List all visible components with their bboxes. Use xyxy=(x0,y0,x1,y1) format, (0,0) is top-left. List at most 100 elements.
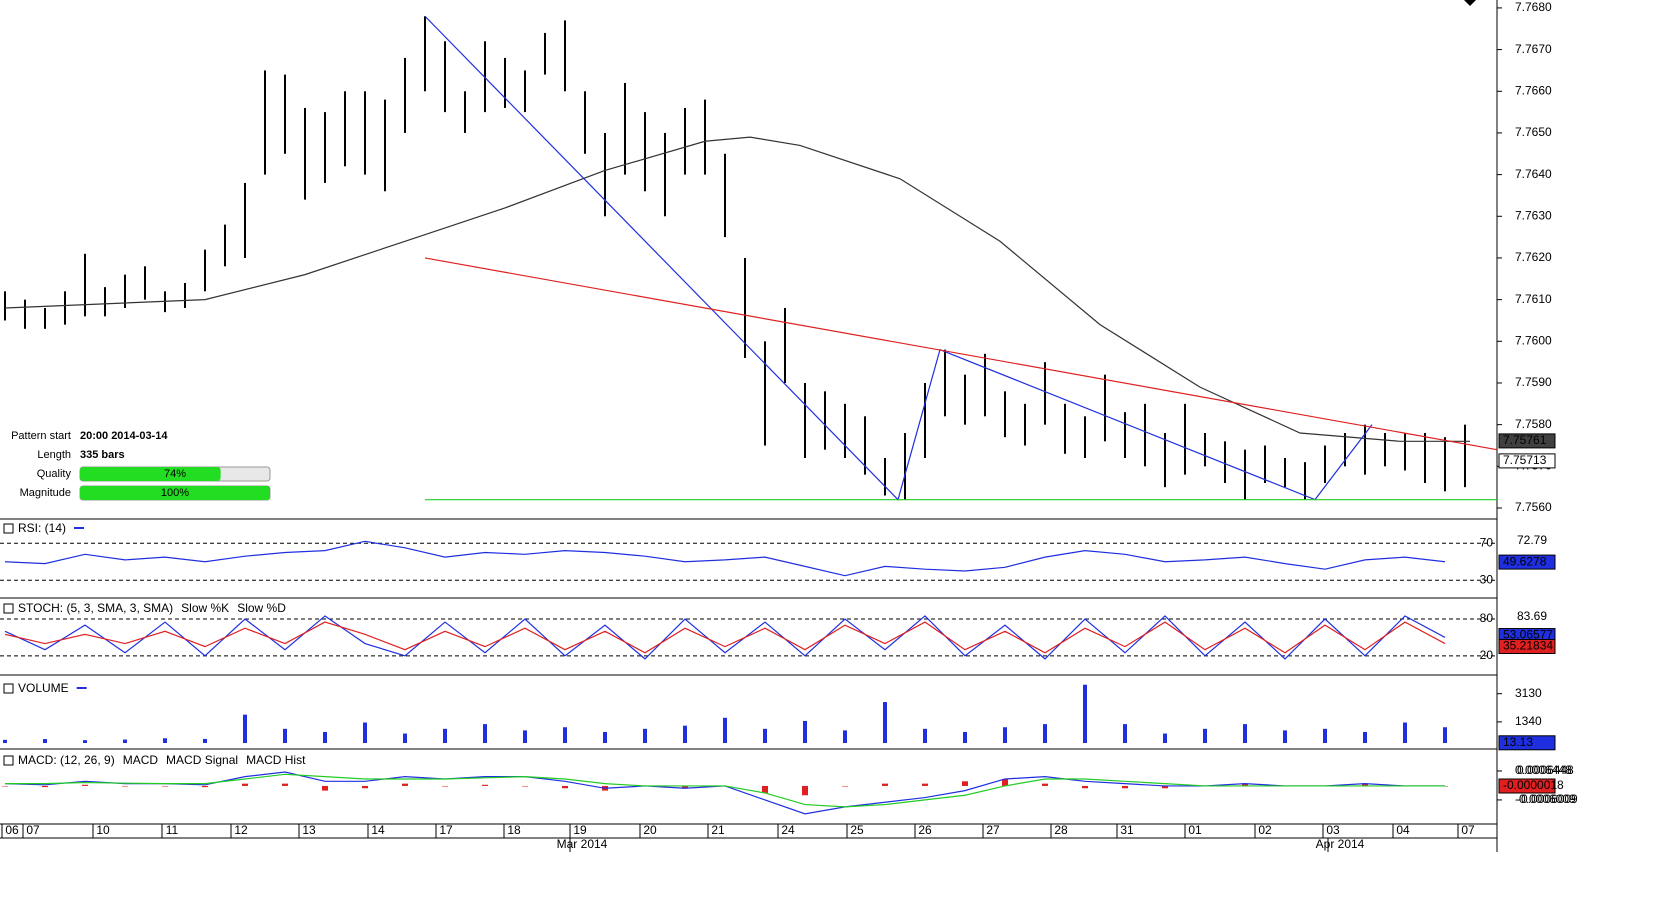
macd-hist xyxy=(162,785,168,787)
macd-hist xyxy=(322,785,328,791)
value-label: 53.06577 xyxy=(1503,628,1553,642)
macd-hist xyxy=(1002,778,1008,786)
macd-hist xyxy=(1362,783,1368,786)
y-tick-label: 7.7670 xyxy=(1515,42,1552,56)
y-tick-label: 0.0006448 xyxy=(1515,763,1572,777)
macd-hist xyxy=(522,785,528,787)
x-tick-label: 14 xyxy=(371,823,385,837)
volume-bar xyxy=(1163,733,1167,743)
x-tick-label: 27 xyxy=(986,823,1000,837)
y-tick-label: 80 xyxy=(1480,611,1494,625)
x-tick-label: 07 xyxy=(26,823,40,837)
volume-bar xyxy=(3,739,7,743)
month-label: Apr 2014 xyxy=(1316,837,1365,851)
quality-bar xyxy=(80,467,221,481)
value-label: 49.6278 xyxy=(1503,554,1547,568)
macd-hist xyxy=(82,784,88,786)
x-tick-label: 02 xyxy=(1258,823,1272,837)
panel-title: RSI: (14) xyxy=(18,521,66,535)
volume-bar xyxy=(403,733,407,743)
macd-hist xyxy=(482,784,488,786)
value-label: 83.69 xyxy=(1517,609,1547,623)
macd-line xyxy=(4,771,1445,815)
macd-hist xyxy=(242,783,248,786)
panel-toggle xyxy=(3,523,14,534)
trend-line xyxy=(424,15,1373,501)
y-tick-label: 30 xyxy=(1480,572,1494,586)
pattern-label: Pattern start xyxy=(11,430,71,442)
macd-hist xyxy=(442,785,448,787)
macd-hist xyxy=(882,783,888,786)
value-label: 13.13 xyxy=(1503,735,1533,749)
macd-hist xyxy=(962,781,968,786)
x-tick-label: 10 xyxy=(96,823,110,837)
macd-hist xyxy=(202,785,208,788)
volume-bar xyxy=(1123,724,1127,743)
volume-bar xyxy=(643,728,647,743)
panel-toggle xyxy=(3,603,14,614)
legend-entry: Slow %D xyxy=(237,601,286,615)
x-tick-label: 13 xyxy=(302,823,316,837)
volume-bar xyxy=(163,738,167,743)
volume-bar xyxy=(1243,724,1247,743)
quality-value: 100% xyxy=(161,487,189,499)
volume-bar xyxy=(963,731,967,743)
y-tick-label: 7.7620 xyxy=(1515,250,1552,264)
volume-bar xyxy=(1443,727,1447,743)
y-tick-label: 7.7630 xyxy=(1515,208,1552,222)
volume-bar xyxy=(1003,727,1007,743)
value-label: 7.75761 xyxy=(1503,433,1547,447)
volume-bar xyxy=(443,728,447,743)
volume-bar xyxy=(803,720,807,743)
indicator-line xyxy=(4,621,1446,654)
legend-entry: Slow %K xyxy=(181,601,229,615)
y-tick-label: -0.0006009 xyxy=(1515,792,1576,806)
volume-bar xyxy=(843,730,847,743)
macd-hist xyxy=(362,785,368,789)
x-tick-label: 06 xyxy=(5,823,19,837)
value-label: 7.75713 xyxy=(1503,453,1547,467)
macd-hist xyxy=(1162,785,1168,789)
volume-bar xyxy=(523,730,527,743)
value-box xyxy=(1498,778,1556,794)
x-tick-label: 07 xyxy=(1461,823,1475,837)
legend-entry: MACD xyxy=(123,753,159,767)
pattern-value: 335 bars xyxy=(80,449,125,461)
volume-bar xyxy=(283,728,287,743)
value-label: -0.0006009 xyxy=(1517,792,1578,806)
moving-average xyxy=(4,136,1470,442)
volume-bar xyxy=(723,717,727,743)
volume-bar xyxy=(883,702,887,743)
macd-hist xyxy=(402,783,408,786)
x-tick-label: 11 xyxy=(166,823,179,837)
macd-hist xyxy=(682,785,688,789)
macd-hist xyxy=(562,785,568,789)
macd-hist xyxy=(282,783,288,786)
volume-bar xyxy=(1203,728,1207,743)
panel-title: STOCH: (5, 3, SMA, 3, SMA) xyxy=(18,601,173,615)
legend-entry: MACD Hist xyxy=(246,753,306,767)
y-tick-label: 20 xyxy=(1480,648,1494,662)
value-label: 72.79 xyxy=(1517,533,1547,547)
value-box xyxy=(1498,453,1556,469)
volume-bar xyxy=(483,724,487,743)
x-tick-label: 21 xyxy=(711,823,725,837)
value-label: -0.0000018 xyxy=(1503,778,1564,792)
y-tick-label: 7.7560 xyxy=(1515,500,1552,514)
y-tick-label: 7.7600 xyxy=(1515,333,1552,347)
volume-bar xyxy=(1363,731,1367,743)
volume-bar xyxy=(123,739,127,743)
panel-toggle xyxy=(3,683,14,694)
x-tick-label: 01 xyxy=(1188,823,1202,837)
y-tick-label: 7.7610 xyxy=(1515,292,1552,306)
pattern-label: Length xyxy=(37,449,71,461)
x-tick-label: 04 xyxy=(1396,823,1410,837)
volume-bar xyxy=(323,731,327,743)
y-tick-label: 7.7660 xyxy=(1515,83,1552,97)
y-tick-label: 1340 xyxy=(1515,714,1542,728)
volume-bar xyxy=(1043,724,1047,743)
macd-hist xyxy=(842,785,848,787)
x-tick-label: 28 xyxy=(1054,823,1068,837)
y-tick-label: 70 xyxy=(1480,535,1494,549)
volume-bar xyxy=(363,722,367,743)
